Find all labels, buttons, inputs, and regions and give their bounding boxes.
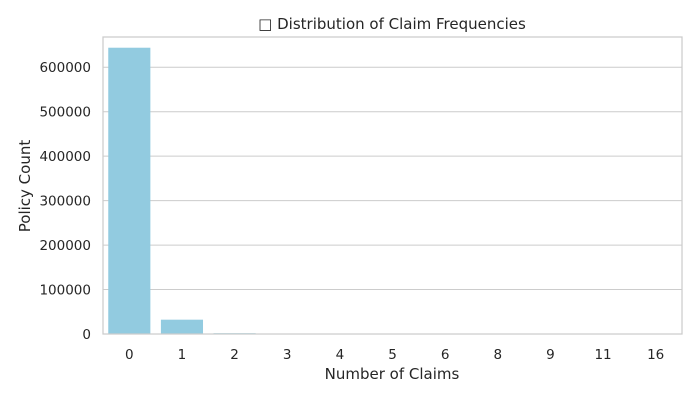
y-tick-label: 100000 bbox=[39, 283, 91, 299]
y-tick-label: 300000 bbox=[39, 194, 91, 210]
gridlines bbox=[103, 66, 682, 335]
y-tick-label: 600000 bbox=[39, 60, 91, 76]
x-tick-label: 0 bbox=[125, 347, 134, 363]
x-tick-label: 11 bbox=[594, 347, 611, 363]
y-tick-labels: 0 100000 200000 300000 400000 500000 600000 bbox=[39, 60, 91, 343]
x-tick-labels: 0 1 2 3 4 5 6 8 9 11 16 bbox=[125, 347, 664, 363]
x-tick-label: 2 bbox=[230, 347, 239, 363]
y-tick-label: 500000 bbox=[39, 105, 91, 121]
x-tick-label: 8 bbox=[493, 347, 502, 363]
bars bbox=[108, 47, 677, 334]
x-tick-label: 4 bbox=[336, 347, 345, 363]
x-tick-label: 6 bbox=[441, 347, 450, 363]
x-tick-label: 1 bbox=[178, 347, 187, 363]
x-tick-label: 9 bbox=[546, 347, 555, 363]
y-tick-label: 400000 bbox=[39, 149, 91, 165]
y-tick-label: 200000 bbox=[39, 238, 91, 254]
bar-0 bbox=[108, 47, 151, 334]
y-axis-label: Policy Count bbox=[16, 140, 34, 233]
bar-1 bbox=[160, 319, 204, 334]
plot-frame bbox=[102, 36, 683, 335]
x-tick-label: 16 bbox=[647, 347, 664, 363]
chart-title: □ Distribution of Claim Frequencies bbox=[258, 15, 526, 33]
y-tick-label: 0 bbox=[82, 327, 91, 343]
x-tick-label: 5 bbox=[388, 347, 397, 363]
x-tick-label: 3 bbox=[283, 347, 292, 363]
x-axis-label: Number of Claims bbox=[325, 365, 460, 383]
